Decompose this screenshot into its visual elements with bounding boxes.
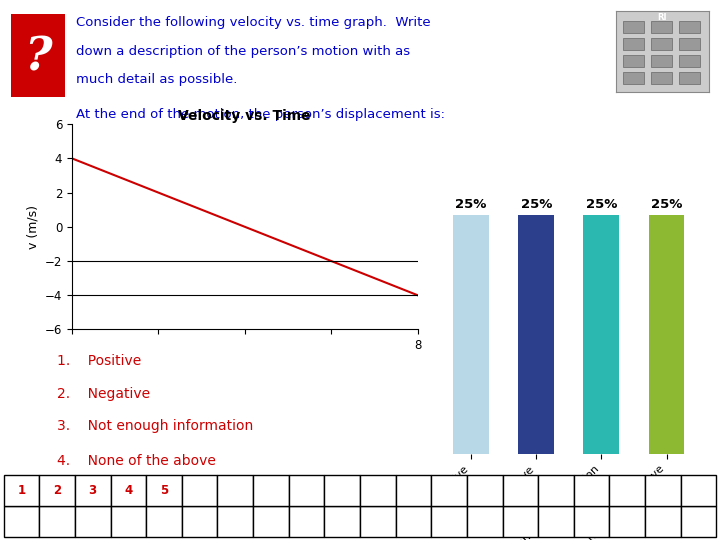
Bar — [146, 507, 181, 537]
Bar — [467, 475, 503, 507]
Bar — [623, 21, 644, 32]
Bar — [40, 507, 75, 537]
Text: 2.    Negative: 2. Negative — [57, 387, 150, 401]
Bar — [651, 72, 672, 84]
Text: ?: ? — [24, 34, 52, 80]
Bar — [40, 475, 75, 507]
Y-axis label: v (m/s): v (m/s) — [27, 205, 40, 249]
Text: much detail as possible.: much detail as possible. — [76, 73, 237, 86]
Text: 2: 2 — [53, 484, 61, 497]
Bar — [360, 507, 396, 537]
Bar — [645, 507, 681, 537]
Bar — [651, 55, 672, 66]
Bar — [645, 475, 681, 507]
Bar — [651, 21, 672, 32]
Bar — [681, 507, 716, 537]
Bar — [574, 475, 609, 507]
Text: 25%: 25% — [521, 198, 552, 211]
Bar — [111, 507, 146, 537]
Text: 4.    None of the above: 4. None of the above — [57, 454, 215, 468]
Bar — [111, 475, 146, 507]
Bar — [289, 507, 324, 537]
Text: 25%: 25% — [455, 198, 487, 211]
Bar — [679, 21, 700, 32]
Bar — [503, 507, 539, 537]
Text: 1: 1 — [17, 484, 25, 497]
Bar — [623, 55, 644, 66]
Bar — [289, 475, 324, 507]
Bar — [679, 55, 700, 66]
Bar — [583, 215, 619, 454]
Bar — [649, 215, 685, 454]
Bar — [431, 475, 467, 507]
Bar — [651, 38, 672, 50]
Text: 25%: 25% — [651, 198, 683, 211]
Bar — [324, 507, 360, 537]
Text: RI: RI — [657, 13, 667, 22]
Bar — [679, 72, 700, 84]
Bar — [360, 475, 396, 507]
Text: At the end of the motion, the person’s displacement is:: At the end of the motion, the person’s d… — [76, 108, 445, 121]
Bar — [181, 507, 217, 537]
Bar — [453, 215, 489, 454]
Text: down a description of the person’s motion with as: down a description of the person’s motio… — [76, 45, 410, 58]
Text: 5: 5 — [160, 484, 168, 497]
Bar — [574, 507, 609, 537]
Text: 3: 3 — [89, 484, 96, 497]
Text: Consider the following velocity vs. time graph.  Write: Consider the following velocity vs. time… — [76, 16, 431, 29]
Bar — [681, 475, 716, 507]
Bar — [4, 507, 40, 537]
Bar — [518, 215, 554, 454]
Bar — [538, 507, 574, 537]
Bar — [431, 507, 467, 537]
Bar — [217, 475, 253, 507]
Bar — [538, 475, 574, 507]
Bar — [609, 507, 645, 537]
Bar — [324, 475, 360, 507]
Bar — [253, 507, 289, 537]
Text: 3.    Not enough information: 3. Not enough information — [57, 419, 253, 433]
Bar — [4, 475, 40, 507]
Bar — [432, 454, 706, 472]
Bar — [609, 475, 645, 507]
Bar — [396, 475, 431, 507]
X-axis label: time (s): time (s) — [220, 357, 269, 370]
Bar — [467, 507, 503, 537]
Bar — [217, 507, 253, 537]
Text: 4: 4 — [125, 484, 132, 497]
Bar — [253, 475, 289, 507]
Title: Velocity vs. Time: Velocity vs. Time — [179, 109, 311, 123]
Bar — [503, 475, 539, 507]
Text: 25%: 25% — [585, 198, 617, 211]
Bar — [75, 507, 111, 537]
Bar — [75, 475, 111, 507]
Bar — [623, 72, 644, 84]
Bar — [396, 507, 431, 537]
Bar — [146, 475, 181, 507]
Bar — [623, 38, 644, 50]
Bar — [679, 38, 700, 50]
Bar — [181, 475, 217, 507]
Text: 1.    Positive: 1. Positive — [57, 354, 141, 368]
